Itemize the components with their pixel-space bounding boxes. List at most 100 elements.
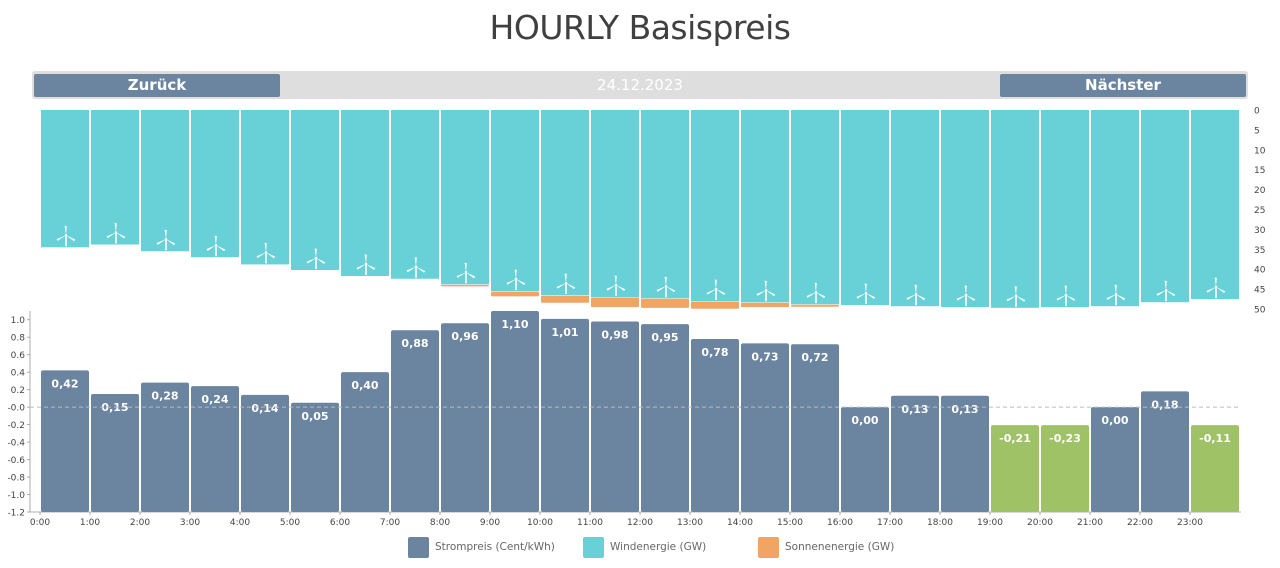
price-bar <box>641 324 689 512</box>
wind-bar <box>991 110 1039 308</box>
x-tick-label: 17:00 <box>877 518 903 528</box>
price-bar <box>791 344 839 512</box>
legend-item-sonnenenergie[interactable]: Sonnenenergie (GW) <box>758 535 894 559</box>
price-data-label: 0,00 <box>1101 414 1128 427</box>
price-bar <box>491 311 539 512</box>
wind-bar <box>741 110 789 303</box>
price-data-label: 0,18 <box>1151 398 1178 411</box>
wind-bar <box>641 110 689 299</box>
solar-bar <box>691 301 739 309</box>
x-tick-label: 12:00 <box>627 518 653 528</box>
energy-tick-label: 40 <box>1254 266 1266 276</box>
previous-day-button[interactable]: Zurück <box>34 74 280 97</box>
solar-bar <box>591 297 639 308</box>
price-bar <box>541 318 589 512</box>
price-bar <box>391 330 439 512</box>
price-data-label: 1,01 <box>551 326 578 339</box>
price-data-label: 0,40 <box>351 379 378 392</box>
x-tick-label: 13:00 <box>677 518 703 528</box>
price-tick-label: -0.2 <box>7 421 25 431</box>
wind-bar <box>1091 110 1139 307</box>
x-tick-label: 4:00 <box>230 518 250 528</box>
wind-bar <box>1041 110 1089 308</box>
next-day-button[interactable]: Nächster <box>1000 74 1246 97</box>
x-tick-label: 6:00 <box>330 518 350 528</box>
wind-bar <box>441 110 489 285</box>
price-tick-label: 1.0 <box>11 316 26 326</box>
price-bar <box>891 395 939 512</box>
solar-bar <box>641 298 689 308</box>
price-bar <box>91 394 139 512</box>
legend-label: Sonnenenergie (GW) <box>785 541 895 553</box>
wind-bar <box>941 110 989 308</box>
x-tick-label: 23:00 <box>1177 518 1203 528</box>
x-tick-label: 22:00 <box>1127 518 1153 528</box>
energy-tick-label: 30 <box>1254 226 1266 236</box>
wind-bar <box>1141 110 1189 303</box>
price-tick-label: 0.2 <box>11 386 25 396</box>
x-tick-label: 2:00 <box>130 518 150 528</box>
wind-bar <box>391 110 439 279</box>
price-data-label: 0,96 <box>451 330 478 343</box>
legend-swatch <box>583 536 604 558</box>
x-tick-label: 20:00 <box>1027 518 1053 528</box>
price-data-label: -0,23 <box>1049 432 1081 445</box>
price-bar <box>941 395 989 512</box>
x-tick-label: 5:00 <box>280 518 300 528</box>
price-bar <box>841 407 889 512</box>
price-bar <box>41 370 89 512</box>
wind-bar <box>841 110 889 306</box>
price-bar <box>1091 407 1139 512</box>
page-title: HOURLY Basispreis <box>489 8 791 47</box>
price-bar <box>591 321 639 512</box>
wind-bar <box>141 110 189 252</box>
price-tick-label: -0.6 <box>7 456 25 466</box>
legend-label: Strompreis (Cent/kWh) <box>435 541 555 553</box>
x-tick-label: 9:00 <box>480 518 500 528</box>
wind-bar <box>191 110 239 258</box>
chart-area: 0 5 10 15 20 25 30 35 40 45 50 1.0 0.8 0.6 0.4 0.2 -0.0… <box>7 107 1266 529</box>
legend-swatch <box>408 536 429 558</box>
x-tick-label: 14:00 <box>727 518 753 528</box>
wind-bar <box>91 110 139 245</box>
price-tick-label: -0.8 <box>7 474 25 484</box>
legend-swatch <box>758 536 779 558</box>
energy-tick-label: 20 <box>1254 186 1266 196</box>
price-data-label: 0,78 <box>701 346 728 359</box>
x-tick-label: 1:00 <box>80 518 100 528</box>
price-bar <box>191 386 239 512</box>
price-bar <box>991 425 1039 512</box>
wind-bar <box>791 110 839 305</box>
price-data-label: 0,73 <box>751 350 778 363</box>
x-tick-label: 0:00 <box>30 518 50 528</box>
price-bar <box>291 402 339 512</box>
energy-tick-label: 45 <box>1254 286 1265 296</box>
legend-item-windenergie[interactable]: Windenergie (GW) <box>583 535 706 559</box>
solar-bar <box>541 295 589 303</box>
price-bar <box>741 343 789 512</box>
x-tick-label: 10:00 <box>527 518 553 528</box>
price-chart: 1.0 0.8 0.6 0.4 0.2 -0.0 -0.2 -0.4 -0.6 -0.8 -1.0 -… <box>7 311 1241 528</box>
price-data-label: 0,00 <box>851 414 878 427</box>
price-data-label: 0,24 <box>201 393 228 406</box>
solar-bar <box>791 304 839 307</box>
wind-bar <box>41 110 89 248</box>
price-tick-label: 0.4 <box>11 369 26 379</box>
energy-chart: 0 5 10 15 20 25 30 35 40 45 50 <box>41 107 1266 316</box>
x-tick-label: 3:00 <box>180 518 200 528</box>
wind-bar <box>541 110 589 296</box>
price-bar <box>141 382 189 512</box>
price-data-label: 0,28 <box>151 390 178 403</box>
wind-bar <box>291 110 339 270</box>
solar-bar <box>741 302 789 308</box>
solar-bar <box>441 284 489 287</box>
price-bar <box>241 394 289 512</box>
legend-item-strompreis[interactable]: Strompreis (Cent/kWh) <box>408 535 555 559</box>
price-bar <box>1191 425 1239 512</box>
energy-tick-label: 25 <box>1254 206 1265 216</box>
price-bar <box>691 338 739 512</box>
price-data-label: 0,13 <box>901 403 928 416</box>
chart-legend: Strompreis (Cent/kWh) Windenergie (GW) S… <box>0 535 1280 559</box>
price-data-label: -0,21 <box>999 432 1031 445</box>
solar-bar <box>491 291 539 297</box>
